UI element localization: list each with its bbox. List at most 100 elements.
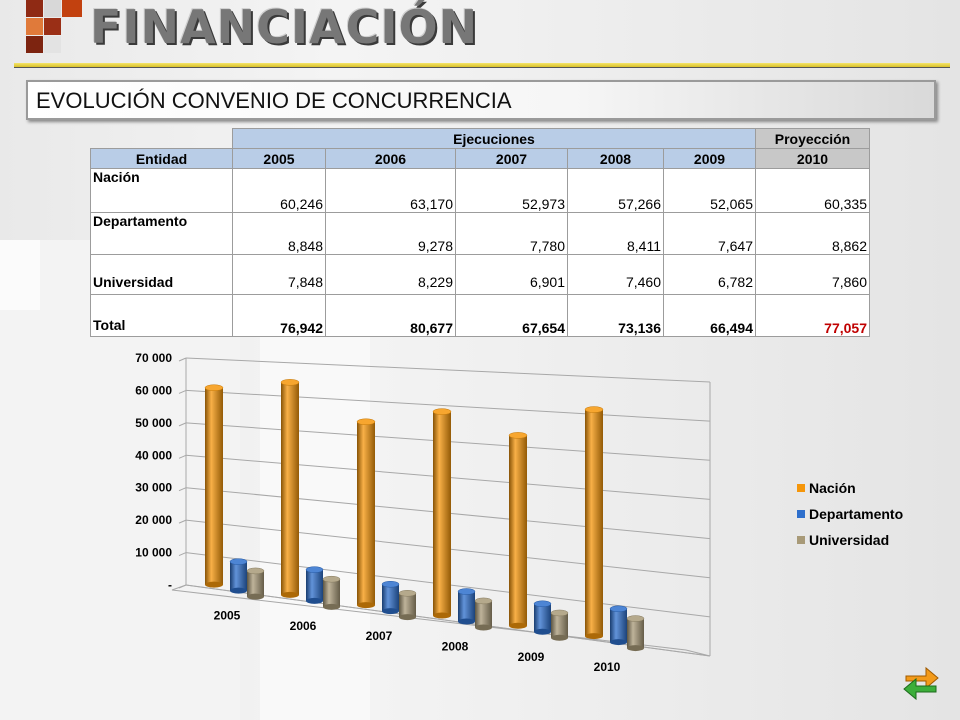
bar-nación: [509, 435, 527, 626]
y-tick-label: 30 000: [135, 481, 172, 495]
bar-universidad: [475, 600, 492, 628]
table-cell: 57,266: [567, 168, 664, 213]
table-cell: 8,229: [325, 254, 456, 295]
y-tick: [178, 389, 187, 394]
bar-top: [280, 379, 300, 386]
table-cell: 7,780: [455, 212, 568, 255]
bar-nación: [357, 421, 375, 606]
bar-top: [305, 566, 324, 573]
column-header: 2005: [232, 148, 326, 169]
bar-top: [584, 406, 604, 413]
bar-base: [551, 634, 568, 641]
x-tick-label: 2008: [442, 639, 469, 653]
bar-universidad: [551, 612, 568, 638]
bar-top: [322, 575, 341, 583]
table-cell: 8,862: [755, 212, 870, 255]
bar-top: [609, 605, 628, 613]
bar-base: [306, 597, 323, 604]
x-tick-label: 2010: [594, 660, 621, 674]
bar-top: [229, 558, 248, 565]
data-table: Ejecuciones Proyección Entidad 2005 2006…: [90, 128, 870, 337]
legend-label: Nación: [809, 480, 856, 496]
bar-top: [508, 432, 528, 439]
table-cell: 67,654: [455, 294, 568, 337]
table-cell: 73,136: [567, 294, 664, 337]
background-panel: [260, 320, 370, 720]
bar-base: [475, 624, 492, 631]
y-tick: [178, 487, 187, 492]
row-label: Total: [90, 294, 233, 337]
bar-base: [399, 614, 416, 621]
bar-universidad: [323, 579, 340, 607]
table-cell: 8,411: [567, 212, 664, 255]
bar-top: [533, 600, 552, 608]
x-tick-label: 2009: [518, 650, 545, 664]
legend-swatch: [797, 536, 805, 544]
y-tick: [178, 422, 187, 427]
bar-nación: [585, 409, 603, 637]
bar-top: [381, 580, 400, 588]
x-tick-label: 2005: [214, 609, 241, 623]
y-tick-label: -: [168, 578, 172, 592]
legend-swatch: [797, 484, 805, 492]
table-cell: 80,677: [325, 294, 456, 337]
table-cell: 7,647: [663, 212, 756, 255]
bar-top: [626, 615, 645, 622]
y-tick-label: 60 000: [135, 383, 172, 397]
bar-universidad: [399, 593, 416, 618]
column-header: 2007: [455, 148, 568, 169]
row-label: Nación: [90, 168, 233, 213]
bar-base: [247, 593, 264, 600]
bar-top: [356, 418, 376, 426]
table-cell: 63,170: [325, 168, 456, 213]
bar-universidad: [627, 618, 644, 649]
table-cell: 52,065: [663, 168, 756, 213]
row-label: Universidad: [90, 254, 233, 295]
bar-departamento: [382, 584, 399, 612]
refresh-arrows-icon[interactable]: [900, 660, 942, 702]
bar-top: [474, 597, 493, 605]
legend-label: Departamento: [809, 506, 903, 522]
bar-base: [230, 587, 247, 594]
y-tick: [178, 454, 187, 459]
bar-departamento: [534, 603, 551, 632]
table-cell: 7,460: [567, 254, 664, 295]
bar-base: [433, 612, 451, 619]
bar-universidad: [247, 570, 264, 597]
table-cell: 60,335: [755, 168, 870, 213]
bar-base: [585, 633, 603, 640]
y-tick-label: 50 000: [135, 416, 172, 430]
bar-top: [398, 590, 417, 597]
bar-base: [610, 639, 627, 646]
bar-base: [627, 645, 644, 652]
bar-departamento: [306, 569, 323, 601]
gridline: [185, 357, 711, 383]
bar-departamento: [610, 608, 627, 643]
subtitle-banner: EVOLUCIÓN CONVENIO DE CONCURRENCIA: [26, 80, 936, 120]
title-divider: [14, 63, 950, 68]
legend-swatch: [797, 510, 805, 518]
bar-base: [458, 618, 475, 625]
table-row-total: Total 76,942 80,677 67,654 73,136 66,494…: [90, 294, 870, 337]
table-cell: 66,494: [663, 294, 756, 337]
table-cell: 9,278: [325, 212, 456, 255]
column-header: 2009: [663, 148, 756, 169]
row-label: Departamento: [90, 212, 233, 255]
bar-base: [382, 608, 399, 615]
bar-base: [534, 628, 551, 635]
y-tick: [178, 519, 187, 524]
table-row: Nación 60,246 63,170 52,973 57,266 52,06…: [90, 168, 870, 213]
table-row: Departamento 8,848 9,278 7,780 8,411 7,6…: [90, 212, 870, 255]
bar-nación: [205, 387, 223, 585]
table-cell: 60,246: [232, 168, 326, 213]
header-proyeccion: Proyección: [755, 128, 870, 149]
y-tick: [178, 357, 187, 362]
header-ejecuciones: Ejecuciones: [232, 128, 756, 149]
bar-nación: [281, 382, 299, 595]
bar-top: [432, 408, 452, 415]
bar-top: [457, 588, 476, 595]
table-cell: 7,848: [232, 254, 326, 295]
table-cell: 77,057: [755, 294, 870, 337]
table-cell: 6,901: [455, 254, 568, 295]
